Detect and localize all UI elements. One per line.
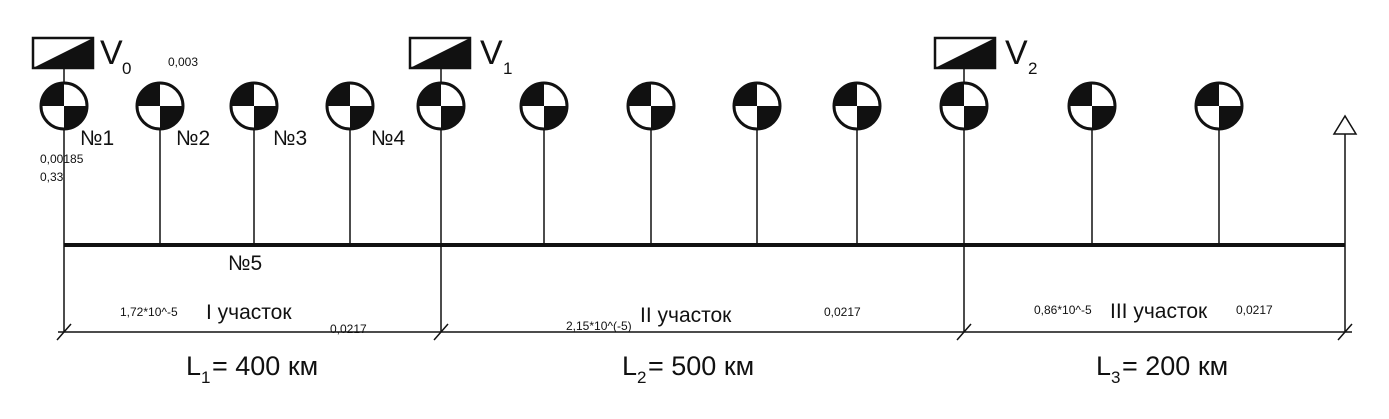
station-number-4: №4 bbox=[371, 127, 406, 150]
section-3-length-sub: 3 bbox=[1111, 368, 1120, 387]
section-3-name: III участок bbox=[1110, 300, 1208, 323]
section-1-length: = 400 км bbox=[212, 351, 318, 381]
quartered-circle-icon bbox=[325, 81, 375, 131]
quartered-circle-icon bbox=[519, 81, 569, 131]
quartered-circle-icon bbox=[1067, 81, 1117, 131]
quartered-circle-icon bbox=[39, 81, 89, 131]
section-3-length-prefix: L bbox=[1096, 351, 1111, 381]
section-2-value: 0,0217 bbox=[824, 305, 861, 319]
dimension-tick-slash bbox=[1337, 323, 1353, 341]
section-3-value: 0,0217 bbox=[1236, 303, 1273, 317]
quartered-circle-icon bbox=[732, 81, 782, 131]
quartered-circle-icon bbox=[416, 81, 466, 131]
valve-label: V bbox=[1005, 34, 1028, 72]
valve-subscript: 0 bbox=[122, 59, 131, 78]
station-12 bbox=[1194, 81, 1244, 245]
valve-label: V bbox=[100, 34, 123, 72]
quartered-circle-icon bbox=[135, 81, 185, 131]
station-9 bbox=[832, 81, 882, 245]
quartered-circle-icon bbox=[626, 81, 676, 131]
station-10 bbox=[939, 81, 989, 245]
dimension-tick-slash bbox=[433, 323, 449, 341]
quartered-circle-icon bbox=[939, 81, 989, 131]
section-2-coef: 2,15*10^(-5) bbox=[566, 319, 632, 333]
station-8 bbox=[732, 81, 782, 245]
section-1-coef: 1,72*10^-5 bbox=[120, 305, 178, 319]
quartered-circle-icon bbox=[229, 81, 279, 131]
valve-0: V 0 bbox=[31, 34, 131, 82]
section-3-length: = 200 км bbox=[1122, 351, 1228, 381]
station-1 bbox=[39, 81, 89, 245]
valve-subscript: 1 bbox=[503, 59, 512, 78]
valve-1: V 1 bbox=[408, 34, 512, 82]
station-5 bbox=[416, 81, 466, 245]
station-number-2: №2 bbox=[176, 127, 210, 150]
station-7 bbox=[626, 81, 676, 245]
stations bbox=[39, 81, 1244, 245]
station-2 bbox=[135, 81, 185, 245]
section-1-value: 0,0217 bbox=[330, 322, 367, 336]
valve-subscript: 2 bbox=[1028, 59, 1037, 78]
station-number-3: №3 bbox=[273, 127, 307, 150]
section-2-length: = 500 км bbox=[648, 351, 754, 381]
section-1-name: I участок bbox=[206, 301, 292, 324]
dimension-ticks bbox=[56, 245, 1353, 341]
triangle-outline-icon bbox=[1332, 114, 1358, 245]
section-3-coef: 0,86*10^-5 bbox=[1034, 303, 1092, 317]
station-6 bbox=[519, 81, 569, 245]
quartered-circle-icon bbox=[832, 81, 882, 131]
valve-2: V 2 bbox=[933, 34, 1037, 82]
quartered-circle-icon bbox=[1194, 81, 1244, 131]
annotation-a3: 0,33 bbox=[40, 170, 64, 184]
station-11 bbox=[1067, 81, 1117, 245]
valve-label: V bbox=[480, 34, 503, 72]
section-1-length-sub: 1 bbox=[201, 368, 210, 387]
annotation-a1: 0,003 bbox=[168, 55, 198, 69]
section-2-length-prefix: L bbox=[622, 351, 637, 381]
dimension-tick-slash bbox=[956, 323, 972, 341]
section-2-length-sub: 2 bbox=[637, 368, 646, 387]
station-4 bbox=[325, 81, 375, 245]
station-number-1: №1 bbox=[80, 127, 114, 150]
dimension-tick-slash bbox=[56, 323, 72, 341]
annotation-a2: 0,00185 bbox=[40, 152, 84, 166]
section-2-name: II участок bbox=[640, 304, 732, 327]
section-1-length-prefix: L bbox=[186, 351, 201, 381]
main-line-label: №5 bbox=[228, 252, 262, 275]
station-3 bbox=[229, 81, 279, 245]
